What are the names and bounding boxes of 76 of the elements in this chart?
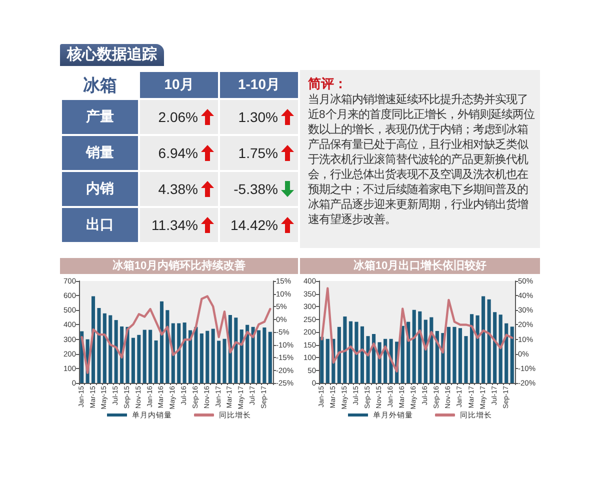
bar xyxy=(504,323,508,383)
bar xyxy=(200,333,204,383)
bar xyxy=(348,321,352,383)
bar xyxy=(217,340,221,383)
bar xyxy=(446,326,450,383)
bar xyxy=(435,330,439,383)
line-series xyxy=(320,287,514,372)
bar xyxy=(246,324,250,383)
bar xyxy=(360,326,364,383)
bar xyxy=(142,330,146,383)
bar xyxy=(251,326,255,383)
bar xyxy=(470,314,474,383)
bar xyxy=(366,336,370,383)
bar xyxy=(154,340,158,383)
text: 简评： xyxy=(308,76,348,92)
bar xyxy=(166,310,170,383)
bar xyxy=(452,326,456,383)
chart-title: 冰箱10月内销环比持续改善 xyxy=(112,260,246,272)
bar xyxy=(354,322,358,383)
bar xyxy=(222,338,226,383)
bar xyxy=(206,330,210,383)
bar xyxy=(268,332,272,383)
bar xyxy=(182,322,186,383)
data-label: 4.38% xyxy=(158,181,198,197)
bar xyxy=(400,326,404,383)
bar xyxy=(256,330,261,383)
data-label: 11.34% xyxy=(152,217,198,233)
bar xyxy=(320,336,324,383)
bar xyxy=(487,299,491,383)
category-label: 销量 xyxy=(62,136,138,170)
bar xyxy=(498,314,502,383)
data-label: 6.94% xyxy=(158,145,198,161)
category-label: 出口 xyxy=(62,208,138,242)
bar xyxy=(464,336,468,383)
bar xyxy=(240,330,244,383)
header-bar: 冰箱10月出口增长依旧较好 xyxy=(300,258,540,274)
header-bar: 冰箱10月内销环比持续改善 xyxy=(60,258,298,274)
series-label: 10月 xyxy=(140,72,218,98)
category-label: 产量 xyxy=(62,100,138,134)
bar xyxy=(211,328,215,383)
bar xyxy=(102,313,106,383)
bar xyxy=(108,315,112,383)
bar xyxy=(458,328,462,383)
data-label: 1.75% xyxy=(238,145,278,161)
bar xyxy=(343,316,347,383)
bar xyxy=(97,308,101,383)
data-label: -5.38% xyxy=(234,181,278,197)
series-label: 1-10月 xyxy=(220,72,298,98)
bar xyxy=(482,296,486,383)
bar xyxy=(131,338,135,383)
bar xyxy=(137,334,141,383)
bar xyxy=(476,315,480,383)
heading-banner: 核心数据追踪 xyxy=(60,44,164,66)
bar xyxy=(188,330,192,383)
category-label: 内销 xyxy=(62,172,138,206)
text: 当月冰箱内销增速延续环比提升态势并实现了近8个月来的首度同比正增长，外销则延续两位数以上的增长，表现仍优于内销；考虑到冰箱产品保有量已处于高位，且行业相对缺乏类似于洗衣机行业滚筒替代波轮的产品更新换代机会，行业总体出货表现不及空调及洗衣机也在预期之中；不过后续随着家电下乡期间普及的冰箱产品逐步迎来更新周期，行业内销出货增速有望逐步改善。 xyxy=(308,94,534,226)
bar xyxy=(114,320,118,383)
bar xyxy=(418,311,422,383)
bar xyxy=(148,330,152,383)
bar xyxy=(160,301,164,383)
chart-title: 冰箱10月出口增长依旧较好 xyxy=(353,260,487,272)
data-label: 2.06% xyxy=(158,109,198,125)
bar xyxy=(337,326,341,383)
line-series xyxy=(80,295,272,374)
bar xyxy=(510,326,514,383)
bar xyxy=(194,326,198,383)
bar xyxy=(412,310,416,383)
bar xyxy=(177,323,181,383)
bar xyxy=(493,312,497,383)
bar xyxy=(430,317,434,383)
data-label: 1.30% xyxy=(238,109,278,125)
data-label: 14.42% xyxy=(230,217,278,233)
bar xyxy=(326,338,330,383)
text: 冰箱 xyxy=(62,72,138,98)
bar xyxy=(262,327,266,383)
bar xyxy=(234,318,238,383)
